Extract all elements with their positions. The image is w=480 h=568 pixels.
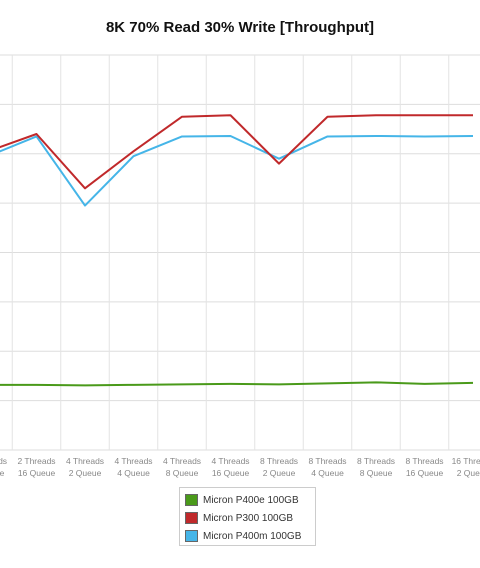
x-tick-label: 8 Threads [405,456,443,466]
x-tick-label: 8 Threads [260,456,298,466]
x-tick-label-line2: 4 Queue [311,468,344,478]
legend-label: Micron P400e 100GB [203,494,299,506]
x-tick-label-line2: 8 Queue [0,468,5,478]
legend-item[interactable]: Micron P300 100GB [185,509,315,527]
plot-area: 2 Threads 8 Queue 2 Threads 16 Queue 4 Threa… [0,54,480,478]
legend-item[interactable]: Micron P400m 100GB [185,527,315,545]
x-tick-label-line2: 8 Queue [360,468,393,478]
x-tick-label: 2 Threads [17,456,55,466]
x-axis-ticks: 2 Threads 8 Queue 2 Threads 16 Queue 4 Threa… [0,456,480,478]
x-tick-label: 2 Threads [0,456,7,466]
x-tick-label: 4 Threads [114,456,152,466]
legend-label: Micron P300 100GB [203,512,294,524]
x-tick-label-line2: 2 Queue [457,468,480,478]
legend-label: Micron P400m 100GB [203,530,302,542]
x-tick-label: 16 Threads [452,456,480,466]
x-tick-label: 8 Threads [308,456,346,466]
legend-swatch [185,512,198,524]
x-tick-label-line2: 16 Queue [406,468,444,478]
chart-title: 8K 70% Read 30% Write [Throughput] [105,19,375,36]
legend-item[interactable]: Micron P400e 100GB [185,491,315,509]
x-tick-label-line2: 16 Queue [212,468,250,478]
series-line-micron-p300-100gb [0,114,473,190]
legend-swatch [185,494,198,506]
x-tick-label-line2: 2 Queue [263,468,296,478]
x-tick-label: 4 Threads [66,456,104,466]
legend-swatch [185,530,198,542]
x-tick-label-line2: 2 Queue [69,468,102,478]
x-tick-label-line2: 8 Queue [166,468,199,478]
x-tick-label: 4 Threads [211,456,249,466]
x-tick-label-line2: 16 Queue [18,468,56,478]
x-tick-label-line2: 4 Queue [117,468,150,478]
series-line-micron-p400e-100gb [0,381,474,387]
legend: Micron P400e 100GB Micron P300 100GB Micro… [179,487,316,546]
series-layer [0,114,474,387]
series-line-micron-p400m-100gb [0,134,474,207]
x-tick-label: 8 Threads [357,456,395,466]
x-tick-label: 4 Threads [163,456,201,466]
